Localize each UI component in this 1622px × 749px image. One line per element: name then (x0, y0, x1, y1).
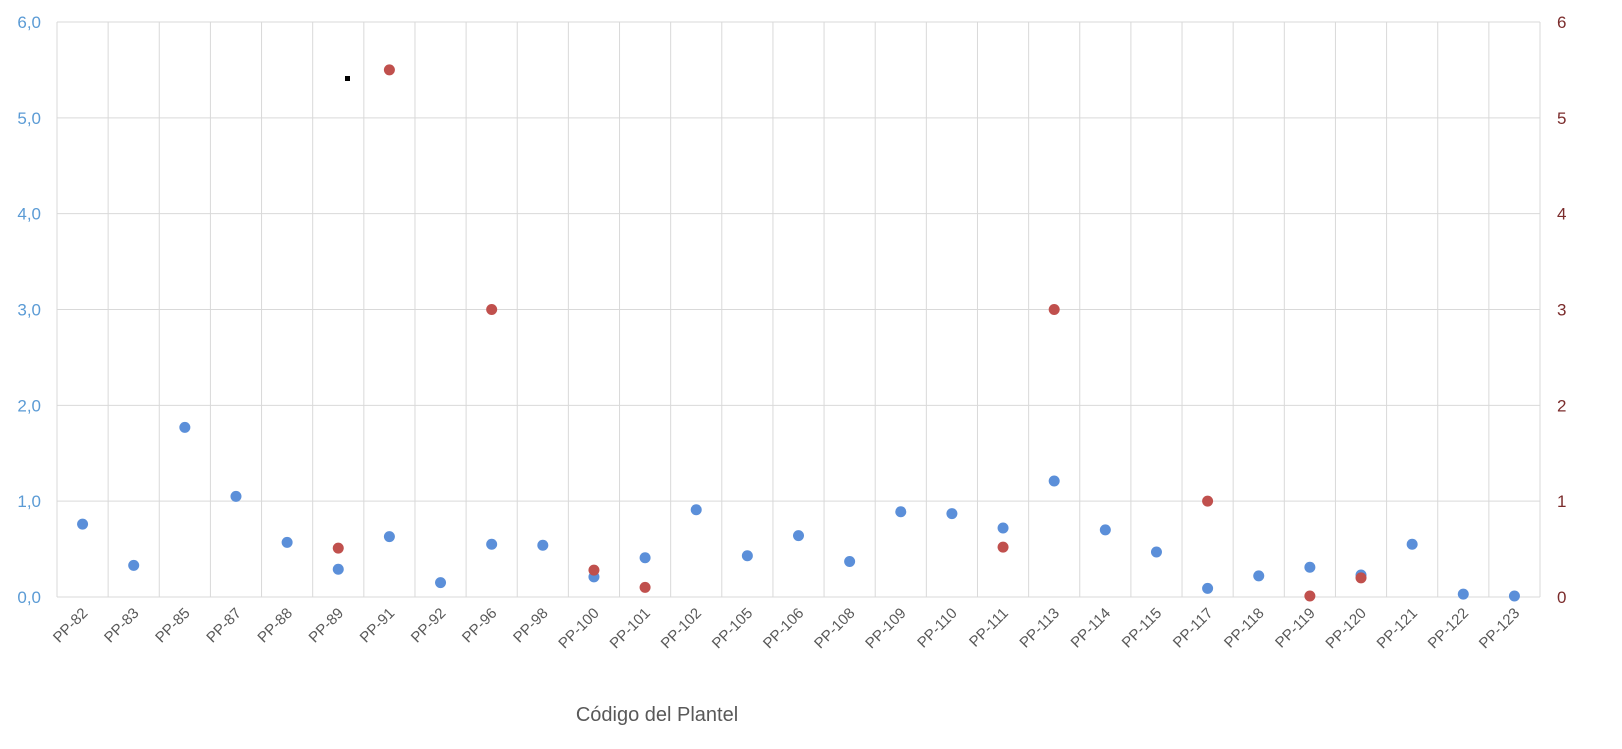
data-points (77, 64, 1520, 602)
stray-marker (345, 76, 350, 81)
series-2-point (1355, 572, 1367, 584)
left-tick-label: 3,0 (17, 301, 41, 320)
x-tick-label: PP-118 (1221, 605, 1268, 652)
x-axis-ticks: PP-82 PP-83 PP-85 PP-87 PP-88 PP-89 PP-91 PP-92… (50, 605, 1523, 652)
series-2-point (486, 304, 498, 315)
series-1-point (844, 556, 856, 568)
right-tick-label: 2 (1557, 396, 1566, 415)
series-1-point (230, 490, 242, 502)
right-tick-label: 1 (1557, 492, 1566, 511)
x-axis-title: Código del Plantel (576, 704, 738, 726)
left-axis-ticks: 0,0 1,0 2,0 3,0 4,0 5,0 6,0 (17, 13, 41, 607)
x-tick-label: PP-89 (306, 605, 348, 647)
series-1-point (895, 506, 907, 518)
series-1-point (1406, 538, 1418, 550)
x-tick-label: PP-109 (862, 605, 909, 652)
x-tick-label: PP-122 (1425, 605, 1472, 652)
x-tick-label: PP-98 (510, 605, 552, 647)
series-2-point (588, 564, 600, 576)
x-tick-label: PP-113 (1016, 605, 1063, 652)
series-2-point (1202, 495, 1214, 507)
x-tick-label: PP-120 (1322, 605, 1369, 652)
series-1-point (793, 530, 804, 542)
x-tick-label: PP-82 (50, 605, 92, 647)
series-1-point (1304, 561, 1316, 573)
x-tick-label: PP-105 (709, 605, 756, 652)
gridlines (56, 21, 1541, 598)
x-tick-label: PP-88 (254, 605, 296, 647)
x-tick-label: PP-87 (203, 605, 245, 647)
left-tick-label: 6,0 (17, 13, 41, 32)
x-tick-label: PP-123 (1476, 605, 1523, 652)
left-tick-label: 2,0 (17, 396, 41, 415)
x-tick-label: PP-106 (760, 605, 807, 652)
x-tick-label: PP-108 (811, 605, 858, 652)
x-tick-label: PP-121 (1374, 605, 1421, 652)
series-2-point (332, 542, 344, 554)
x-tick-label: PP-100 (555, 605, 602, 652)
right-axis-ticks: 0 1 2 3 4 5 6 (1557, 13, 1566, 607)
x-tick-label: PP-102 (658, 605, 705, 652)
series-1-point (1150, 546, 1162, 558)
series-1-point (741, 550, 753, 562)
left-tick-label: 0,0 (17, 588, 41, 607)
series-1-point (1508, 590, 1520, 602)
x-tick-label: PP-96 (459, 605, 501, 647)
series-2-point (639, 581, 651, 593)
series-1-point (281, 536, 293, 548)
right-tick-label: 6 (1557, 13, 1566, 32)
series-1-point (332, 563, 344, 575)
series-1-point (1099, 524, 1111, 536)
right-tick-label: 0 (1557, 588, 1566, 607)
x-tick-label: PP-110 (914, 605, 961, 652)
x-tick-label: PP-92 (408, 605, 450, 647)
x-tick-label: PP-115 (1119, 605, 1166, 652)
right-tick-label: 4 (1557, 205, 1566, 224)
series-1-point (997, 522, 1009, 534)
series-1-point (128, 559, 140, 571)
x-tick-label: PP-101 (607, 605, 654, 652)
right-tick-label: 3 (1557, 301, 1566, 320)
series-1-point (77, 518, 89, 530)
x-tick-label: PP-85 (152, 605, 194, 647)
series-1-point (537, 539, 549, 551)
x-tick-label: PP-114 (1068, 605, 1115, 652)
right-tick-label: 5 (1557, 109, 1566, 128)
series-1-point (383, 531, 395, 543)
left-tick-label: 5,0 (17, 109, 41, 128)
series-1-point (639, 552, 651, 564)
series-2-point (383, 64, 395, 76)
series-1-point (1202, 582, 1214, 594)
x-tick-label: PP-119 (1272, 605, 1319, 652)
x-tick-label: PP-83 (101, 605, 143, 647)
series-2-point (1048, 304, 1060, 315)
series-1-point (1457, 588, 1469, 600)
series-1-point (690, 504, 702, 516)
series-1-point (179, 421, 191, 433)
series-2-point (1304, 590, 1316, 602)
left-tick-label: 1,0 (17, 492, 41, 511)
series-2-point (997, 541, 1009, 553)
series-1-point (435, 577, 447, 589)
x-tick-label: PP-117 (1170, 605, 1217, 652)
series-1-point (946, 508, 958, 520)
x-tick-label: PP-111 (966, 605, 1012, 651)
x-tick-label: PP-91 (357, 605, 399, 647)
left-tick-label: 4,0 (17, 205, 41, 224)
series-1-point (1253, 570, 1265, 582)
series-1-point (486, 538, 498, 550)
series-1-point (1048, 475, 1060, 487)
